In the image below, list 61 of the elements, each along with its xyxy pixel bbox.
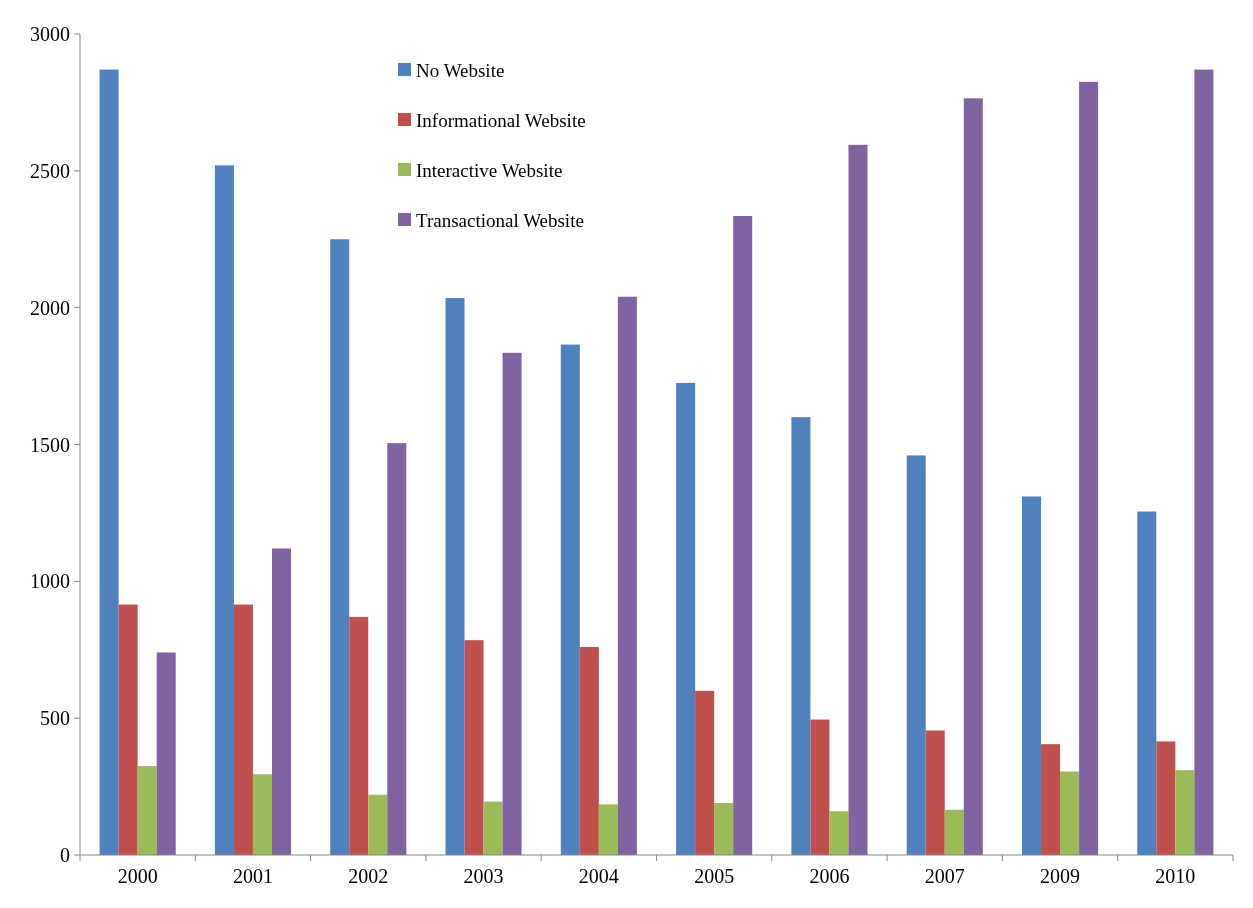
x-tick-label: 2002 (348, 865, 389, 887)
bar (1022, 496, 1042, 855)
bar (829, 811, 849, 855)
bar (1079, 81, 1099, 855)
bar (1156, 741, 1176, 855)
legend-label: No Website (416, 59, 505, 81)
bar (714, 803, 734, 855)
bar (1194, 69, 1214, 855)
y-tick-label: 2500 (30, 159, 70, 182)
bar (617, 296, 637, 855)
bar (733, 215, 753, 855)
bar (1175, 770, 1195, 855)
legend-label: Informational Website (416, 109, 586, 131)
y-tick-label: 1000 (30, 570, 70, 593)
bar (791, 417, 811, 855)
bar (963, 98, 983, 855)
bar (1137, 511, 1157, 855)
bar (560, 344, 580, 855)
bar (330, 239, 350, 855)
bar (445, 298, 465, 855)
bar (118, 604, 138, 855)
x-tick-label: 2000 (117, 865, 158, 887)
bar (598, 804, 618, 855)
bar (695, 690, 715, 855)
bar (271, 548, 291, 855)
bar (1041, 744, 1061, 855)
legend-label: Transactional Website (416, 209, 584, 231)
y-tick-label: 0 (60, 844, 70, 866)
x-tick-label: 2007 (924, 865, 965, 887)
bar (810, 719, 830, 855)
bar (944, 809, 964, 855)
bar (483, 801, 503, 855)
bar (349, 616, 369, 855)
y-tick-label: 1500 (30, 433, 70, 456)
bar (99, 69, 119, 855)
x-tick-label: 2006 (809, 865, 850, 887)
bar (233, 604, 253, 855)
x-tick-label: 2010 (1155, 865, 1196, 887)
x-tick-label: 2005 (694, 865, 735, 887)
bar (579, 647, 599, 855)
bar (502, 352, 522, 855)
bar (137, 766, 157, 855)
y-tick-label: 500 (40, 707, 70, 730)
bar (214, 165, 234, 855)
bar (848, 144, 868, 855)
bar (906, 455, 926, 855)
x-tick-label: 2009 (1040, 865, 1081, 887)
x-tick-label: 2001 (232, 865, 273, 887)
bar (925, 730, 945, 855)
legend-label: Interactive Website (416, 159, 563, 181)
bar (1060, 771, 1080, 855)
bar (252, 774, 272, 855)
x-tick-label: 2004 (578, 865, 619, 887)
bar (156, 652, 176, 855)
bar (368, 794, 388, 855)
bar (387, 443, 407, 855)
y-tick-label: 3000 (30, 23, 70, 45)
y-tick-label: 2000 (30, 296, 70, 319)
x-tick-label: 2003 (463, 865, 504, 887)
bar (464, 640, 484, 855)
bar (676, 382, 696, 855)
